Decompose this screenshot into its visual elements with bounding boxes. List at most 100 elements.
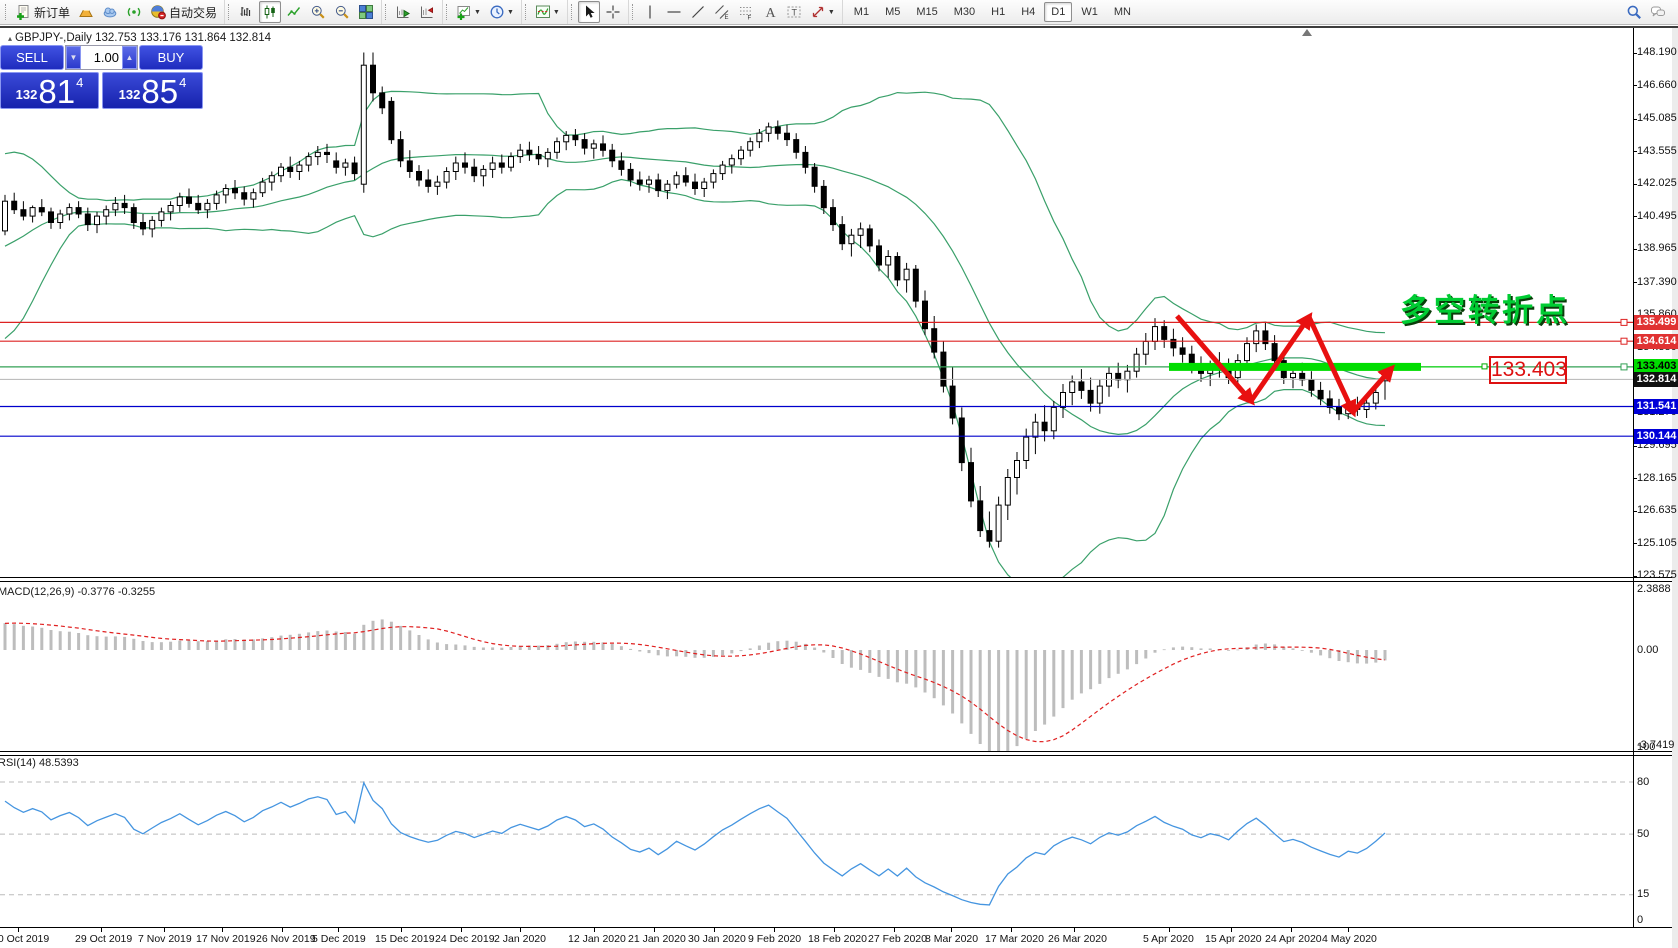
buy-button[interactable]: BUY (139, 45, 203, 70)
date-tick-label: 20 Oct 2019 (0, 933, 50, 945)
toolbar-grip[interactable] (228, 4, 231, 20)
fibonacci-button[interactable]: F (735, 1, 757, 23)
line-handle[interactable] (1620, 337, 1628, 345)
date-axis-tick (222, 928, 223, 932)
zigzag-arrow[interactable] (1175, 314, 1255, 406)
cursor-button[interactable] (577, 1, 600, 23)
pane-separator[interactable] (0, 577, 1672, 582)
one-click-trading-panel: SELL ▼ 1.00 ▲ BUY 132 81 4 132 85 4 (0, 45, 203, 109)
macd-histogram-bar (1355, 650, 1359, 664)
new-order-button[interactable]: 新订单 (12, 1, 73, 23)
bollinger-band-line[interactable] (4, 153, 1386, 436)
timeframe-m5-button[interactable]: M5 (885, 6, 901, 18)
timeframe-h1-button[interactable]: H1 (991, 6, 1006, 18)
macd-histogram-bar (343, 632, 347, 650)
line-handle[interactable] (1481, 363, 1488, 370)
date-tick-label: 9 Feb 2020 (748, 933, 802, 945)
chevron-down-icon[interactable]: ▼ (506, 8, 514, 16)
candlestick-button[interactable] (259, 1, 282, 23)
rsi-pane[interactable] (0, 756, 1633, 927)
chat-button[interactable] (1647, 1, 1669, 23)
label-button[interactable]: T (783, 1, 805, 23)
macd-tick-label: 0.00 (1637, 644, 1659, 656)
line-handle[interactable] (1620, 363, 1628, 371)
volume-increase-button[interactable]: ▲ (122, 46, 137, 69)
timeframe-m1-button[interactable]: M1 (853, 6, 870, 18)
trendline-button[interactable] (687, 1, 709, 23)
line-handle[interactable] (1620, 318, 1628, 326)
auto-scroll-button[interactable] (392, 1, 414, 23)
sell-button[interactable]: SELL (0, 45, 64, 70)
candle-body (57, 213, 64, 223)
buy-price[interactable]: 132 85 4 (102, 72, 203, 109)
macd-histogram-bar (12, 624, 16, 650)
toolbar-grip[interactable] (446, 4, 449, 20)
timeframe-m30-button[interactable]: M30 (953, 6, 976, 18)
macd-histogram-bar (1153, 650, 1157, 653)
timeframe-mn-button[interactable]: MN (1113, 6, 1131, 18)
signal-button[interactable] (123, 1, 145, 23)
macd-histogram-bar (730, 650, 734, 654)
chevron-down-icon[interactable]: ▼ (827, 8, 835, 16)
vline-button[interactable] (639, 1, 661, 23)
toolbar-grip[interactable] (524, 4, 528, 20)
candle-body (1244, 343, 1250, 362)
cloud-button[interactable] (99, 1, 121, 23)
text-button[interactable]: A (759, 1, 781, 23)
toolbar-grip[interactable] (631, 4, 635, 20)
hline-button[interactable] (663, 1, 685, 23)
zoom-out-button[interactable] (331, 1, 353, 23)
volume-decrease-button[interactable]: ▼ (66, 46, 81, 69)
zoom-in-button[interactable] (307, 1, 329, 23)
crosshair-button[interactable] (602, 1, 624, 23)
volume-input[interactable]: 1.00 (93, 50, 119, 65)
candle-body (572, 134, 579, 141)
date-tick-label: 17 Nov 2019 (196, 933, 256, 945)
price-level-box[interactable]: 133.403 (1489, 356, 1567, 384)
timeframe-w1-button[interactable]: W1 (1081, 6, 1098, 18)
timeframe-d1-button[interactable]: D1 (1044, 2, 1073, 22)
turning-point-annotation[interactable]: 多空转折点 (1400, 293, 1570, 328)
sell-price[interactable]: 132 81 4 (0, 72, 99, 109)
macd-histogram-bar (573, 641, 577, 650)
chevron-down-icon[interactable]: ▼ (552, 8, 560, 16)
macd-histogram-bar (1254, 644, 1258, 650)
toolbar-grip[interactable] (570, 4, 574, 20)
support-zone-bar[interactable] (1169, 362, 1421, 371)
macd-histogram-bar (141, 641, 145, 650)
period-button[interactable]: ▼ (486, 1, 517, 23)
pane-separator[interactable] (0, 751, 1672, 756)
bollinger-band-line[interactable] (4, 178, 1386, 578)
timeframe-h4-button[interactable]: H4 (1021, 6, 1036, 18)
label-icon: T (787, 6, 801, 18)
indicators-button[interactable]: ▼ (532, 1, 563, 23)
chart-shift-marker[interactable] (1302, 29, 1312, 36)
date-axis-tick (164, 928, 165, 932)
price-tick-label: 145.085 (1637, 112, 1677, 124)
gold-button[interactable] (75, 1, 97, 23)
chart-window[interactable]: ▴ GBPJPY-,Daily 132.753 133.176 131.864 1… (0, 26, 1678, 948)
arrows-button[interactable]: ▼ (807, 1, 838, 23)
chart-shift-button[interactable] (416, 1, 438, 23)
zigzag-arrow[interactable] (1351, 364, 1395, 414)
candle-body (820, 185, 827, 209)
chevron-down-icon[interactable]: ▼ (474, 8, 481, 16)
autotrading-button[interactable]: 自动交易 (147, 1, 220, 23)
zigzag-arrow[interactable] (1306, 315, 1357, 418)
new-chart-button[interactable]: ▼ (453, 1, 484, 23)
line-chart-button[interactable] (283, 1, 305, 23)
search-button[interactable] (1623, 1, 1645, 23)
candle-body (94, 215, 100, 226)
zigzag-arrow[interactable] (1248, 312, 1313, 403)
channel-button[interactable]: E (711, 1, 733, 23)
price-pane[interactable] (0, 30, 1633, 577)
tile-windows-button[interactable] (355, 1, 377, 23)
macd-pane[interactable] (0, 582, 1633, 751)
bar-chart-button[interactable] (235, 1, 257, 23)
candle-body (590, 143, 597, 149)
toolbar-grip[interactable] (385, 4, 388, 20)
candle-body (370, 64, 376, 94)
timeframe-m15-button[interactable]: M15 (916, 6, 938, 18)
toolbar-grip[interactable] (5, 4, 8, 20)
macd-histogram-bar (58, 631, 62, 650)
